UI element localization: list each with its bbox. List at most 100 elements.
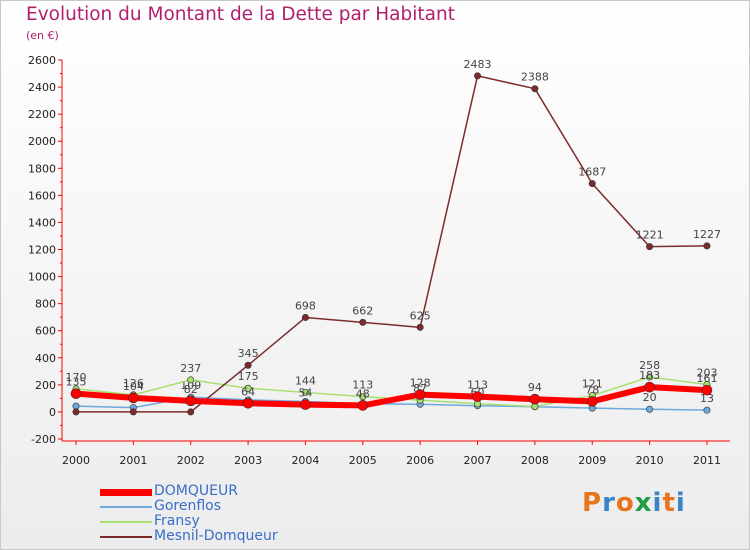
data-label-fransy: 237 (180, 362, 201, 375)
y-tick-label: 2200 (28, 108, 56, 121)
data-point-mesnil-domqueur (646, 243, 654, 251)
data-point-domqueur (644, 381, 655, 393)
x-tick-label: 2002 (177, 454, 205, 467)
x-tick-label: 2007 (464, 454, 492, 467)
data-point-domqueur (529, 393, 541, 405)
y-tick-label: 400 (35, 352, 56, 365)
legend-label: Fransy (154, 513, 200, 529)
y-tick-label: 1800 (28, 162, 56, 175)
data-label-domqueur: 135 (66, 376, 87, 389)
data-label-fransy: 144 (295, 374, 316, 387)
data-label-fransy: 113 (352, 379, 373, 392)
data-label-gorenflos: 109 (180, 379, 201, 392)
data-label-gorenflos: 13 (700, 392, 714, 405)
y-tick-label: 600 (35, 325, 56, 338)
data-point-domqueur (586, 396, 598, 407)
data-point-domqueur (472, 391, 483, 402)
y-tick-label: 1400 (28, 216, 56, 229)
data-point-mesnil-domqueur (244, 361, 252, 369)
legend-swatch (100, 488, 152, 496)
legend-swatch (100, 536, 152, 538)
x-tick-label: 2004 (291, 454, 319, 467)
y-tick-label: 1600 (28, 189, 56, 202)
data-point-mesnil-domqueur (359, 318, 367, 326)
data-point-domqueur (128, 392, 139, 404)
data-point-domqueur (185, 395, 197, 407)
y-tick-label: 200 (35, 379, 56, 392)
x-tick-label: 2008 (521, 454, 549, 467)
data-label-domqueur: 64 (241, 385, 255, 398)
legend-label: Mesnil-Domqueur (154, 528, 278, 544)
data-point-mesnil-domqueur (474, 72, 482, 80)
data-point-fransy (301, 388, 309, 396)
data-point-mesnil-domqueur (301, 313, 309, 321)
series-line-domqueur (75, 384, 708, 409)
data-label-domqueur: 183 (639, 369, 660, 382)
data-point-fransy (244, 384, 252, 392)
data-label-domqueur: 113 (467, 379, 488, 392)
y-tick-label: 2400 (28, 81, 56, 94)
data-label-mesnil-domqueur: 1227 (693, 228, 721, 241)
legend-swatch (100, 506, 152, 508)
data-label-mesnil-domqueur: 698 (295, 299, 316, 312)
data-label-mesnil-domqueur: 625 (410, 309, 431, 322)
data-point-mesnil-domqueur (187, 408, 195, 416)
data-point-domqueur (300, 399, 311, 410)
x-tick-label: 2005 (349, 454, 377, 467)
y-tick-label: 1200 (28, 244, 56, 257)
data-point-fransy (359, 393, 367, 401)
data-label-domqueur: 94 (528, 381, 542, 394)
legend-label: Gorenflos (154, 498, 222, 514)
chart-title: Evolution du Montant de la Dette par Hab… (26, 4, 455, 25)
data-point-gorenflos (646, 405, 654, 413)
data-label-fransy: 121 (582, 378, 603, 391)
x-tick-label: 2009 (578, 454, 606, 467)
data-label-domqueur: 78 (585, 383, 599, 396)
data-point-gorenflos (72, 402, 80, 410)
data-point-domqueur (357, 400, 369, 411)
x-tick-label: 2000 (62, 454, 90, 467)
y-tick-label: 0 (49, 406, 56, 419)
data-label-mesnil-domqueur: 1687 (578, 166, 606, 179)
series-line-mesnil-domqueur (76, 75, 707, 413)
data-point-domqueur (70, 388, 82, 399)
data-label-domqueur: 104 (123, 380, 144, 393)
data-label-fransy: 175 (238, 370, 259, 383)
data-label-fransy: 258 (639, 359, 660, 372)
legend-swatch (100, 521, 152, 523)
data-point-mesnil-domqueur (72, 408, 80, 416)
data-label-domqueur: 48 (356, 387, 370, 400)
data-label-domqueur: 128 (410, 377, 431, 390)
data-label-fransy: 126 (123, 377, 144, 390)
y-tick-label: -200 (31, 433, 56, 446)
data-point-mesnil-domqueur (416, 323, 424, 331)
chart-subtitle: (en €) (26, 29, 59, 42)
data-label-gorenflos: 20 (643, 391, 657, 404)
y-tick-label: 800 (35, 298, 56, 311)
data-label-domqueur: 161 (696, 372, 717, 385)
x-tick-label: 2001 (119, 454, 147, 467)
data-label-mesnil-domqueur: 345 (238, 347, 259, 360)
data-point-gorenflos (703, 406, 711, 414)
data-point-domqueur (701, 384, 713, 396)
proxiti-logo: Proxiti (582, 488, 686, 518)
data-label-fransy: 203 (696, 366, 717, 379)
x-tick-label: 2011 (693, 454, 721, 467)
y-tick-label: 2000 (28, 135, 56, 148)
data-point-mesnil-domqueur (588, 180, 596, 188)
data-label-domqueur: 82 (184, 383, 198, 396)
data-label-domqueur: 54 (298, 387, 312, 400)
data-point-domqueur (414, 389, 426, 400)
x-tick-label: 2010 (636, 454, 664, 467)
x-tick-label: 2003 (234, 454, 262, 467)
data-label-mesnil-domqueur: 2388 (521, 71, 549, 84)
data-label-mesnil-domqueur: 1221 (636, 229, 664, 242)
x-tick-label: 2006 (406, 454, 434, 467)
y-tick-label: 1000 (28, 271, 56, 284)
data-point-domqueur (242, 397, 254, 409)
data-label-mesnil-domqueur: 662 (352, 304, 373, 317)
data-label-fransy: 170 (66, 371, 87, 384)
data-point-fransy (187, 376, 195, 384)
